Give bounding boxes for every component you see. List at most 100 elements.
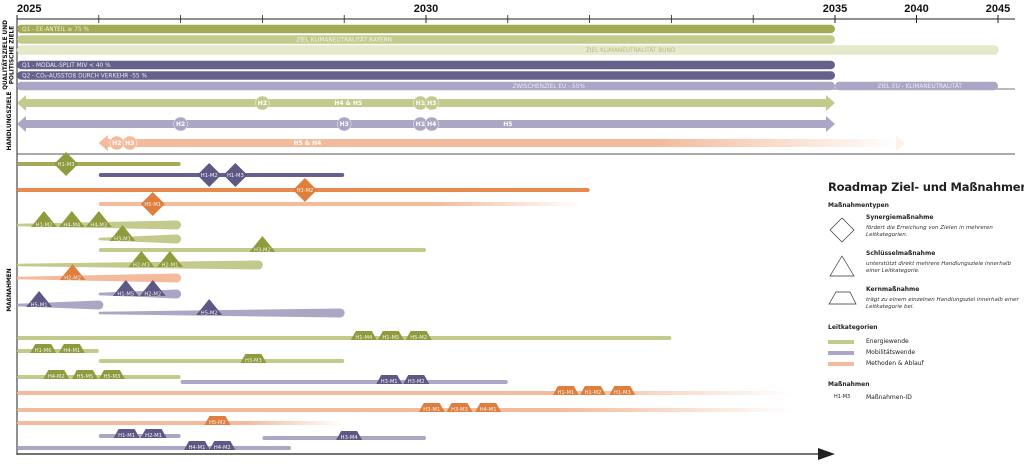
legend-type-title: Kernmaßnahme [866,286,920,293]
arrow-head-icon [818,448,835,460]
massnahme-id-label: H4-M3 [90,223,107,229]
arrow-right-icon [826,95,835,111]
handlungsziel-label: H3 [125,140,134,147]
handlungsziel-marker [337,116,352,132]
kern-trapezoid-icon [403,375,430,384]
goal-bar [16,45,999,55]
goal-bar [17,71,835,80]
legend-category-label: Energiewende [866,338,909,345]
massnahme-id-label: H4-M2 [48,374,65,380]
massnahme-timeline-bar [98,202,582,206]
synergie-diamond-icon [140,192,165,216]
goal-label: Q1 - EE-ANTEIL ≥ 75 % [22,27,90,33]
kern-trapezoid-icon [336,431,363,440]
massnahme-id-label: H3-M1 [381,379,398,385]
legend-category-mobilitaetswende: Mobilitätswende [828,347,1024,358]
massnahme-id-label: H1-M4 [355,335,373,341]
massnahme-timeline-bar [17,421,345,425]
massnahme-timeline-bar [98,359,345,363]
massnahme-id-label: H3-M4 [341,435,359,441]
legend-type-title: Synergiemaßnahme [866,214,934,221]
massnahme-id-label: H5-M5 [76,374,93,380]
legend-id-row: H1-M3 Maßnahmen-ID [828,394,1024,401]
legend-ids-heading: Maßnahmen [828,381,870,388]
synergie-diamond-icon [197,163,222,187]
legend-type-schluessel: Schlüsselmaßnahme unterstützt direkt meh… [828,250,1024,286]
massnahme-timeline-bar [17,408,795,412]
handlungsziel-label: H5 & H4 [293,140,321,147]
massnahme-id-label: H3-M2 [408,379,425,385]
section-labels: QUALITÄTSZIELE UND POLITISCHE ZIELE HANDLU… [2,20,16,312]
legend-type-desc: fördert die Erreichung von Zielen in meh… [866,225,993,238]
kern-trapezoid-icon [140,429,167,438]
legend-category-energiewende: Energiewende [828,336,1024,347]
massnahmen-section: H1-M3 H1-M2 H1-M3 H3-M2 H5-M1 H1-M2 H4-M4 H4-M3… [17,152,795,451]
legend-type-desc: unterstützt direkt mehrere Handlungsziel… [866,261,1012,274]
massnahme-id-label: H2-M3 [133,263,150,269]
kern-trapezoid-icon [71,370,98,379]
kern-trapezoid-icon [579,386,606,395]
legend-id-example: H1-M3 [834,394,851,400]
massnahme-id-label: H4-M1 [480,407,497,413]
handlungsziel-marker [173,116,188,132]
kern-trapezoid-icon [446,403,473,412]
swatch [828,361,854,366]
schluessel-triangle-icon [139,280,166,296]
massnahme-id-label: H2-M2 [64,276,81,282]
massnahme-id-label: H5-M3 [103,374,120,380]
schluessel-triangle-icon [58,211,85,227]
handlungsziel-marker [424,95,439,111]
schluessel-triangle-icon [128,251,155,267]
massnahme-id-label: H4-M1 [189,445,206,451]
legend-type-title: Schlüsselmaßnahme [866,250,936,257]
legend-category-label: Methoden & Ablauf [866,360,924,367]
kern-trapezoid-icon [43,370,70,379]
schluessel-triangle-icon [30,211,57,227]
section-label: QUALITÄTSZIELE UND [2,20,9,90]
massnahme-timeline-bar [17,336,672,340]
legend: Roadmap Ziel- und Maßnahmen Maßnahmentyp… [828,180,1024,401]
trapezoid-icon [828,291,857,305]
schluessel-triangle-icon [59,264,86,280]
legend-title: Roadmap Ziel- und Maßnahmen [828,180,1024,194]
axis-year-label: 2025 [17,3,41,15]
massnahme-id-label: H5-M1 [31,303,48,309]
massnahme-id-label: H4-M1 [63,348,80,354]
massnahme-timeline-bar [17,162,181,166]
massnahme-id-label: H1-M2 [201,173,218,179]
massnahme-id-label: H2-M1 [162,263,179,269]
synergie-diamond-icon [54,152,79,176]
massnahme-id-label: H3-M2 [254,248,271,254]
kern-trapezoid-icon [183,441,210,450]
legend-type-desc: trägt zu einem einzelnen Handlungsziel i… [866,297,1019,310]
synergie-diamond-icon [292,178,317,202]
massnahme-id-label: H3-M3 [451,407,468,413]
schluessel-triangle-icon [112,280,139,296]
goal-label: ZWISCHENZIEL EU - 55% [512,84,585,90]
massnahme-timeline-bar [17,391,795,395]
handlungsziel-arrow-shaft [106,139,898,147]
massnahme-id-label: H3-M1 [423,407,440,413]
synergie-diamond-icon [223,163,248,187]
kern-trapezoid-icon [58,344,85,353]
handlungsziel-marker [255,95,270,111]
schluessel-triangle-icon [85,211,112,227]
massnahme-id-label: H5-M2 [201,311,218,317]
section-label: HANDLUNGSZIELE [7,91,13,150]
handlungsziel-label: H4 & H5 [334,100,362,107]
handlungsziel-label: H1 [416,121,425,128]
goal-label: ZIEL KLIMANEUTRALITÄT BAYERN [296,37,392,44]
arrow-left-icon [98,135,108,151]
massnahme-timeline-bar [98,173,345,177]
handlungsziel-label: H3 [427,100,436,107]
massnahme-id-label: H3-M2 [297,188,314,194]
massnahme-id-label: H3-M3 [245,358,262,364]
massnahme-id-label: H4-M2 [214,445,231,451]
handlungsziel-label: H2 [112,140,121,147]
massnahme-id-label: H1-M2 [584,390,601,396]
goal-bar [835,81,998,91]
goal-label: ZIEL EU - KLIMANEUTRALITÄT [878,83,963,90]
massnahme-id-label: H1-M5 [382,335,399,341]
arrow-right-icon [896,135,906,151]
